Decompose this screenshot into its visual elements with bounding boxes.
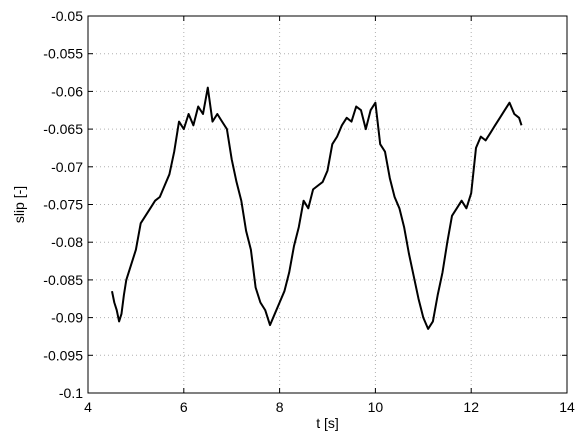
y-tick-label: -0.09 [51, 310, 83, 326]
tick-labels: 4 6 8 10 12 14 -0.1 -0.095 -0.09 -0.085 -0.08 -0.07… [43, 8, 575, 415]
grid [88, 16, 567, 393]
series-line [111, 86, 523, 330]
y-tick-label: -0.08 [51, 234, 83, 250]
y-tick-label: -0.05 [51, 8, 83, 24]
series-group [111, 86, 523, 330]
y-tick-label: -0.065 [43, 121, 83, 137]
y-tick-label: -0.06 [51, 83, 83, 99]
x-tick-label: 6 [180, 399, 188, 415]
x-tick-label: 8 [276, 399, 284, 415]
x-tick-label: 10 [368, 399, 384, 415]
y-axis-label: slip [-] [11, 186, 27, 223]
y-tick-label: -0.055 [43, 46, 83, 62]
y-tick-label: -0.07 [51, 159, 83, 175]
x-axis-label: t [s] [316, 415, 339, 431]
ticks [87, 15, 568, 394]
x-tick-label: 14 [559, 399, 575, 415]
x-tick-label: 12 [463, 399, 479, 415]
x-tick-label: 4 [84, 399, 92, 415]
y-tick-label: -0.075 [43, 197, 83, 213]
y-tick-label: -0.085 [43, 272, 83, 288]
y-tick-label: -0.1 [59, 385, 83, 401]
y-tick-label: -0.095 [43, 347, 83, 363]
